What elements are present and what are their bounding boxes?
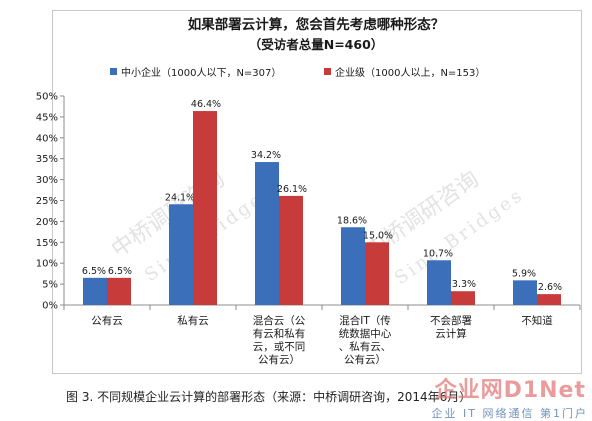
site-logo: 企业网D1Net 企业 IT 网络通信 第1门户 bbox=[428, 372, 592, 421]
data-label-sme: 24.1% bbox=[165, 192, 195, 203]
bar-enterprise bbox=[279, 195, 303, 305]
x-category-label: 有云和私有 bbox=[253, 327, 306, 340]
x-category-label: 混合云（公 bbox=[253, 314, 306, 327]
x-category-label: 、私有云、 bbox=[339, 340, 392, 353]
y-tick-label: 15% bbox=[36, 238, 58, 249]
bar-enterprise bbox=[365, 242, 389, 305]
y-tick-label: 50% bbox=[36, 92, 58, 103]
bar-sme bbox=[255, 162, 279, 305]
y-tick-label: 40% bbox=[36, 133, 58, 144]
x-category-label: 云，或不同 bbox=[253, 341, 306, 353]
x-category-label: 不知道 bbox=[521, 314, 553, 327]
legend-label-enterprise: 企业级（1000人以上，N=153） bbox=[335, 68, 486, 79]
bar-enterprise bbox=[107, 277, 131, 305]
bar-sme bbox=[427, 260, 451, 305]
data-label-sme: 10.7% bbox=[423, 248, 453, 259]
y-tick-label: 10% bbox=[36, 259, 58, 270]
x-category-label: 统数据中心 bbox=[339, 327, 392, 340]
bar-sme bbox=[513, 280, 537, 305]
bar-enterprise bbox=[451, 291, 475, 305]
data-label-enterprise: 46.4% bbox=[191, 99, 221, 110]
data-label-enterprise: 15.0% bbox=[363, 230, 393, 241]
bar-sme bbox=[83, 277, 107, 305]
chart-frame bbox=[52, 10, 582, 374]
data-label-sme: 18.6% bbox=[337, 215, 367, 226]
data-label-enterprise: 6.5% bbox=[108, 266, 132, 277]
data-label-enterprise: 26.1% bbox=[277, 184, 307, 195]
bar-enterprise bbox=[193, 111, 217, 305]
data-label-sme: 6.5% bbox=[82, 266, 106, 277]
x-category-label: 私有云 bbox=[177, 314, 209, 327]
y-tick-label: 25% bbox=[36, 196, 58, 207]
x-category-label: 不会部署 bbox=[430, 314, 472, 327]
logo-sub-text: 企业 IT 网络通信 第1门户 bbox=[431, 407, 588, 420]
x-category-label: 公有云） bbox=[258, 353, 300, 366]
logo-main-text: 企业网D1Net bbox=[434, 378, 586, 403]
y-tick-label: 20% bbox=[36, 217, 58, 228]
data-label-sme: 5.9% bbox=[512, 268, 536, 279]
chart-title: 如果部署云计算，您会首先考虑哪种形态？ bbox=[187, 17, 445, 33]
x-category-label: 公有云） bbox=[344, 353, 386, 366]
legend-label-sme: 中小企业（1000人以下，N=307） bbox=[121, 68, 282, 79]
legend-item-enterprise: 企业级（1000人以上，N=153） bbox=[324, 67, 485, 81]
y-tick-label: 30% bbox=[36, 175, 58, 186]
figure-caption: 图 3. 不同规模企业云计算的部署形态（来源：中桥调研咨询，2014年6月） bbox=[66, 390, 472, 404]
bar-sme bbox=[169, 204, 193, 305]
bar-sme bbox=[341, 227, 365, 305]
bar-enterprise bbox=[537, 294, 561, 305]
y-tick-label: 35% bbox=[36, 154, 58, 165]
chart-legend: 中小企业（1000人以下，N=307） 企业级（1000人以上，N=153） bbox=[88, 67, 558, 81]
legend-item-sme: 中小企业（1000人以下，N=307） bbox=[110, 67, 281, 81]
legend-swatch-enterprise bbox=[324, 68, 331, 75]
y-tick-label: 5% bbox=[42, 280, 58, 291]
legend-swatch-sme bbox=[110, 68, 117, 75]
x-category-label: 混合IT（传 bbox=[339, 314, 391, 327]
data-label-enterprise: 3.3% bbox=[452, 279, 476, 290]
y-tick-label: 0% bbox=[42, 301, 58, 312]
y-tick-label: 45% bbox=[36, 112, 58, 123]
data-label-sme: 34.2% bbox=[251, 150, 281, 161]
x-category-label: 公有云 bbox=[91, 314, 123, 327]
data-label-enterprise: 2.6% bbox=[538, 282, 562, 293]
chart-subtitle: （受访者总量N=460） bbox=[248, 37, 384, 52]
x-category-label: 云计算 bbox=[435, 327, 467, 340]
